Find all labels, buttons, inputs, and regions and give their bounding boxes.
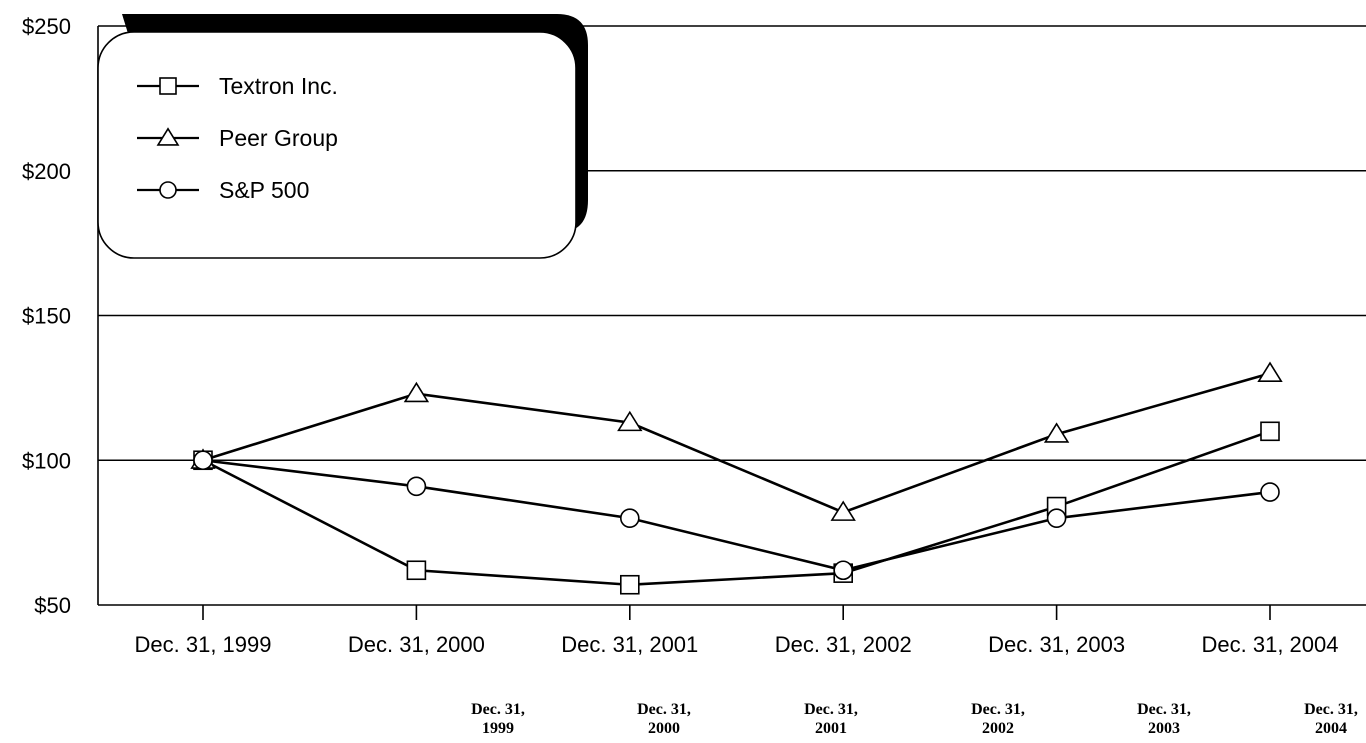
footer-date-line2: 2002	[982, 720, 1014, 737]
marker-circle	[1046, 508, 1067, 528]
footer-date-line1: Dec. 31,	[637, 701, 691, 718]
x-tick-label: Dec. 31, 2000	[348, 632, 485, 657]
series-line	[202, 458, 1271, 572]
footer-date-line1: Dec. 31,	[804, 701, 858, 718]
marker-triangle	[830, 500, 856, 521]
footer-date: Dec. 31, 2004	[1276, 700, 1366, 738]
footer-date-line1: Dec. 31,	[1304, 701, 1358, 718]
marker-circle	[1260, 482, 1280, 502]
y-tick-label: $50	[34, 593, 71, 618]
series-lines	[190, 361, 1283, 595]
x-tick-label: Dec. 31, 2004	[1202, 632, 1339, 657]
footer-date-line2: 2001	[815, 720, 847, 737]
y-tick-label: $250	[22, 14, 71, 39]
legend-label: S&P 500	[219, 177, 309, 203]
x-tick-label: Dec. 31, 1999	[135, 632, 272, 657]
legend-box	[97, 31, 577, 259]
footer-date-line1: Dec. 31,	[971, 701, 1025, 718]
legend-label: Textron Inc.	[219, 73, 338, 99]
footer-date: Dec. 31, 1999	[443, 700, 553, 738]
footer-date: Dec. 31, 2003	[1109, 700, 1219, 738]
marker-square	[406, 560, 427, 581]
x-tick-label: Dec. 31, 2002	[775, 632, 912, 657]
series-line	[202, 430, 1271, 587]
marker-triangle	[617, 410, 643, 432]
x-tick-label: Dec. 31, 2003	[988, 632, 1125, 657]
marker-triangle	[1257, 361, 1283, 382]
legend: Textron Inc. Peer Group S&P 500	[97, 14, 588, 259]
marker-circle	[406, 476, 427, 497]
footer-date-line2: 1999	[482, 720, 514, 737]
footer-date-line2: 2000	[648, 720, 680, 737]
marker-circle	[619, 508, 640, 528]
footer-date: Dec. 31, 2000	[609, 700, 719, 738]
y-tick-labels: $250 $200 $150 $100 $50	[22, 14, 71, 618]
legend-label: Peer Group	[219, 125, 338, 151]
footer-date-line1: Dec. 31,	[1137, 701, 1191, 718]
marker-circle	[159, 181, 177, 199]
footer-date: Dec. 31, 2002	[943, 700, 1053, 738]
y-tick-label: $100	[22, 448, 71, 473]
x-tick-label: Dec. 31, 2001	[561, 632, 698, 657]
y-tick-label: $200	[22, 159, 71, 184]
footer-date: Dec. 31, 2001	[776, 700, 886, 738]
marker-square	[619, 574, 640, 595]
marker-square	[1260, 421, 1280, 442]
marker-triangle	[403, 381, 430, 403]
series-line	[202, 372, 1271, 514]
marker-circle	[193, 450, 213, 471]
footer-date-line2: 2004	[1315, 720, 1347, 737]
footer-date-line1: Dec. 31,	[471, 701, 525, 718]
footer-date-line2: 2003	[1148, 720, 1180, 737]
marker-triangle	[1043, 422, 1070, 443]
marker-square	[159, 77, 177, 95]
marker-triangle	[156, 127, 180, 146]
marker-circle	[833, 560, 854, 581]
x-tick-labels: Dec. 31, 1999 Dec. 31, 2000 Dec. 31, 2001 D…	[135, 632, 1339, 657]
y-tick-label: $150	[22, 304, 71, 329]
